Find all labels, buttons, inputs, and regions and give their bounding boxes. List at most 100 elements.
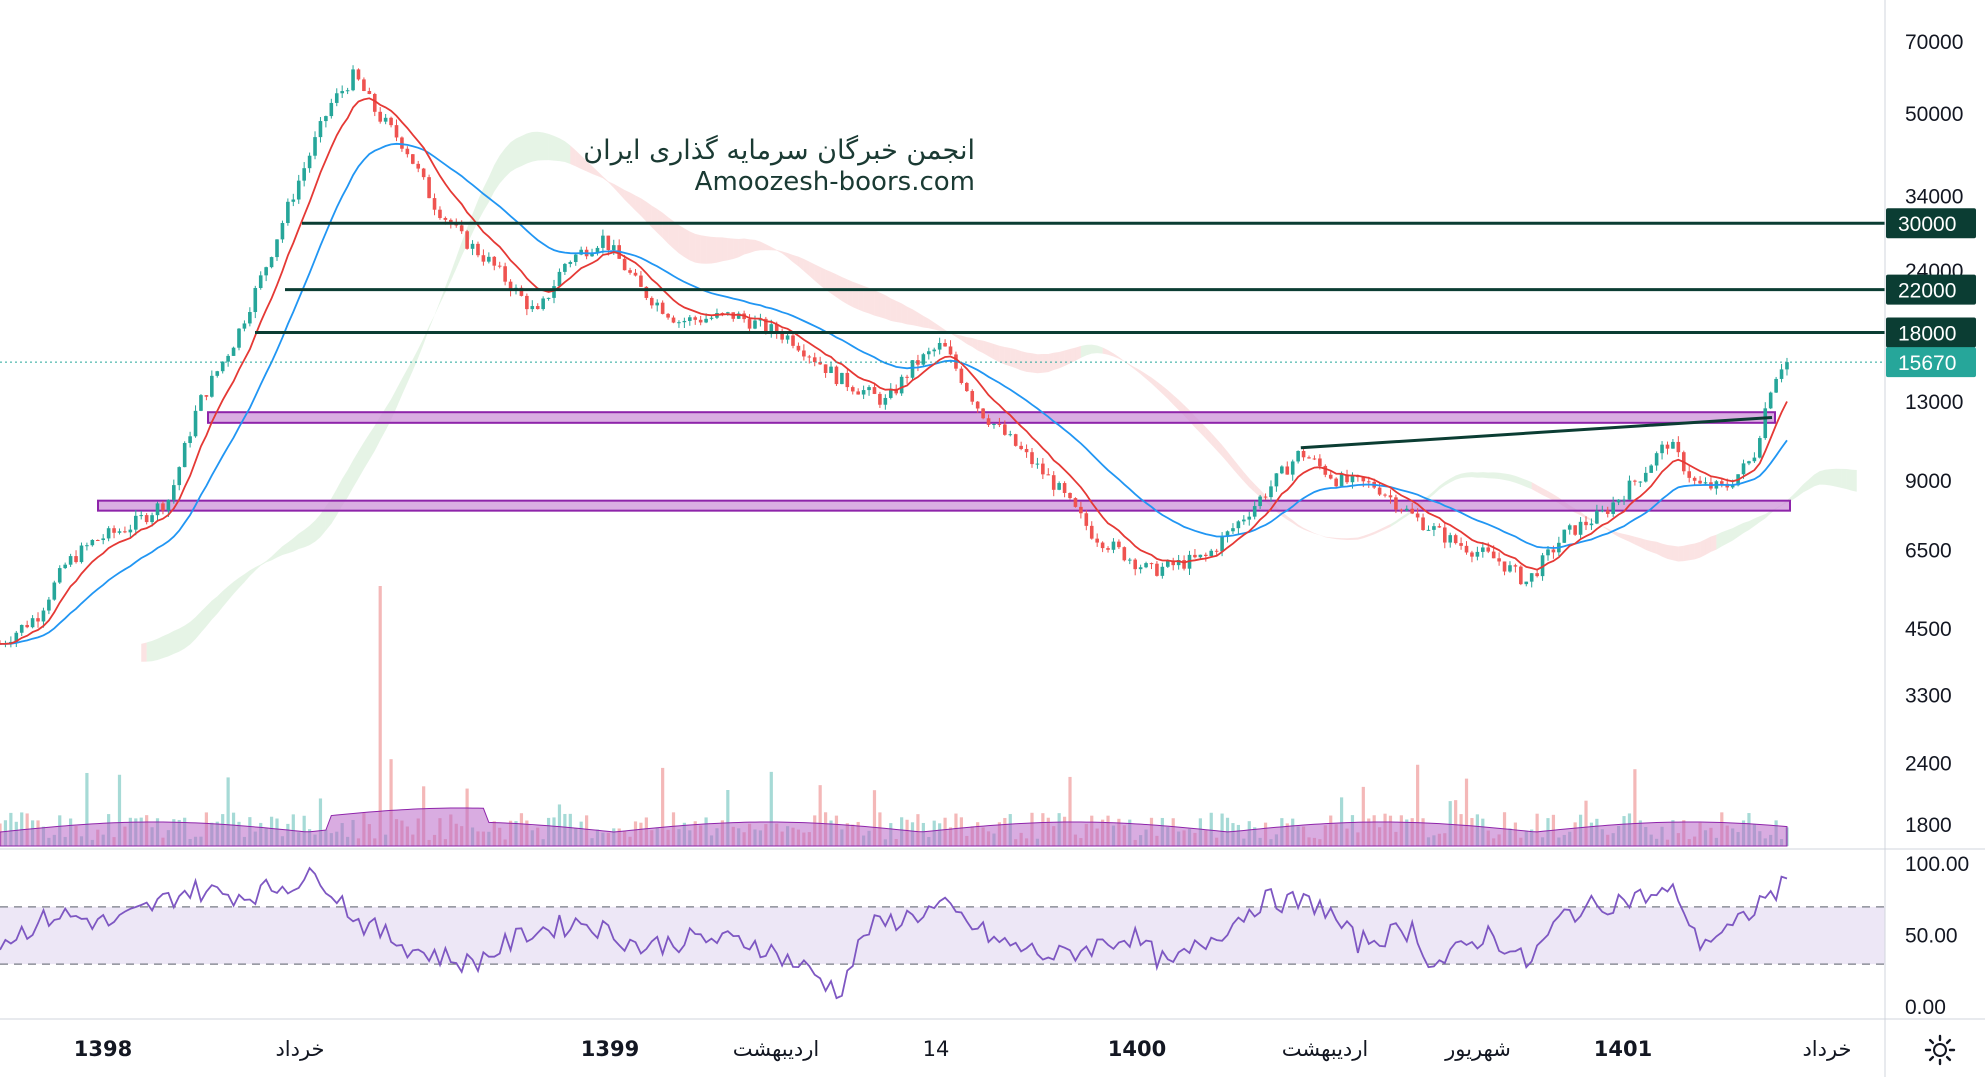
cloud-segment (1086, 345, 1091, 356)
candle-body (324, 116, 328, 121)
cloud-segment (885, 295, 890, 321)
candle-body (47, 600, 51, 611)
cloud-segment (549, 134, 554, 161)
candle-body (1639, 482, 1643, 483)
rsi-tick-label: 50.00 (1905, 925, 1958, 948)
candle-body (797, 346, 801, 351)
candle-body (1063, 483, 1067, 493)
cloud-segment (1667, 545, 1672, 560)
candle-body (1307, 457, 1311, 458)
candle-body (1486, 547, 1490, 551)
candle-body (107, 528, 111, 538)
candle-body (1123, 547, 1127, 560)
rsi-tick-label: 0.00 (1905, 996, 1946, 1019)
cloud-segment (902, 303, 907, 324)
candle-body (340, 91, 344, 93)
candle-body (748, 319, 752, 329)
cloud-segment (505, 142, 510, 177)
cloud-segment (880, 293, 885, 319)
candle-body (292, 200, 296, 202)
cloud-segment (1684, 544, 1689, 561)
candle-body (91, 540, 95, 545)
cloud-segment (701, 235, 706, 263)
cloud-segment (728, 238, 733, 260)
cloud-segment (1059, 351, 1064, 369)
price-tick-label: 1800 (1905, 814, 1952, 837)
candle-body (1014, 434, 1018, 446)
candle-body (1655, 453, 1659, 465)
candle-body (330, 103, 334, 116)
candle-body (900, 377, 904, 394)
cloud-segment (679, 225, 684, 257)
candle-body (541, 298, 545, 309)
candle-body (1367, 481, 1371, 482)
volume-bar (379, 586, 382, 846)
candle-body (1774, 379, 1778, 393)
candle-body (286, 202, 290, 223)
cloud-segment (1651, 541, 1656, 554)
cloud-segment (141, 642, 146, 661)
cloud-segment (695, 234, 700, 264)
gear-icon[interactable] (1923, 1033, 1957, 1067)
candle-body (492, 257, 496, 266)
candle-body (1003, 424, 1007, 434)
cloud-segment (744, 238, 749, 254)
time-label: 1400 (1108, 1037, 1166, 1061)
cloud-segment (690, 232, 695, 263)
time-label: 14 (923, 1037, 950, 1061)
candle-body (943, 343, 947, 346)
candle-body (1090, 526, 1094, 539)
candle-body (416, 164, 420, 169)
watermark: انجمن خبرگان سرمایه گذاری ایران Amoozesh… (583, 135, 975, 197)
cloud-segment (168, 631, 173, 656)
candle-body (20, 625, 24, 633)
candle-body (145, 515, 149, 522)
candle-body (1562, 530, 1566, 543)
candle-body (867, 387, 871, 390)
candle-body (199, 395, 203, 411)
candle-body (226, 356, 230, 362)
candle-body (612, 245, 616, 250)
candle-body (1443, 527, 1447, 542)
candle-body (346, 90, 350, 91)
candle-body (1421, 517, 1425, 530)
price-tick-label: 6500 (1905, 539, 1952, 562)
candle-body (183, 443, 187, 467)
cloud-segment (1673, 546, 1678, 562)
candle-body (1242, 520, 1246, 522)
candle-body (1220, 537, 1224, 551)
candle-body (998, 424, 1002, 425)
candle-body (1644, 473, 1648, 482)
candle-body (194, 411, 198, 436)
cloud-segment (1092, 345, 1097, 354)
cloud-segment (1032, 353, 1037, 373)
candle-body (1677, 442, 1681, 452)
candle-body (1546, 549, 1550, 555)
candle-body (1155, 564, 1159, 576)
candle-body (1199, 555, 1203, 557)
candle-body (112, 528, 116, 533)
cloud-segment (717, 237, 722, 262)
candle-body (58, 568, 62, 582)
candle-body (161, 503, 165, 510)
candle-body (1535, 573, 1539, 576)
cloud-segment (1347, 538, 1352, 540)
candle-body (270, 257, 274, 267)
candle-body (1269, 486, 1273, 497)
cloud-segment (1016, 349, 1021, 370)
candle-body (139, 515, 143, 516)
cloud-segment (712, 237, 717, 264)
candle-body (525, 296, 529, 309)
candle-body (835, 367, 839, 384)
candle-body (134, 516, 138, 530)
level-tag-22000: 22000 (1886, 275, 1976, 305)
candle-body (205, 395, 209, 397)
cloud-segment (1010, 348, 1015, 368)
candle-body (378, 112, 382, 122)
candle-body (188, 436, 192, 443)
candle-body (85, 545, 89, 546)
candle-body (753, 321, 757, 329)
candle-body (1400, 510, 1404, 511)
cloud-segment (896, 301, 901, 323)
